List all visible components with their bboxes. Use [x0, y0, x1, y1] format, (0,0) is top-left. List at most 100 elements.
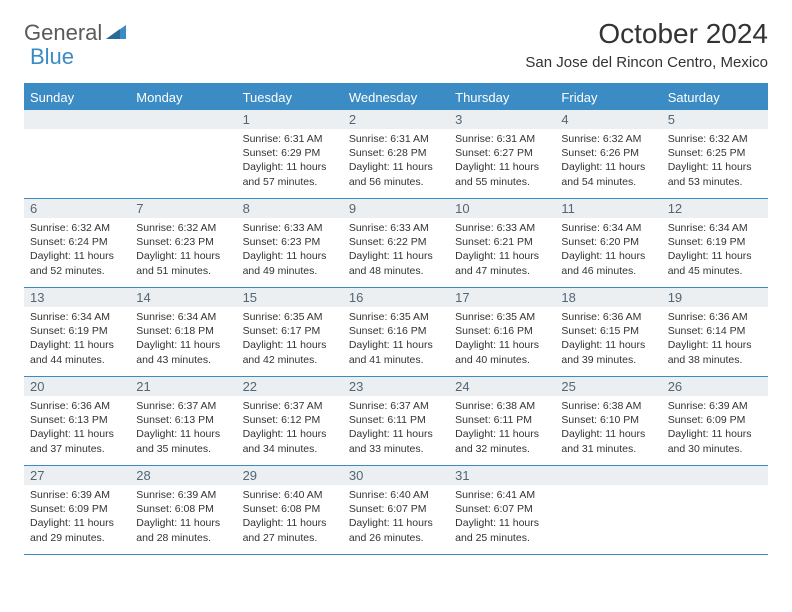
day-cell: 15Sunrise: 6:35 AMSunset: 6:17 PMDayligh… [237, 288, 343, 376]
daylight-text: Daylight: 11 hours and 33 minutes. [349, 427, 443, 455]
daylight-text: Daylight: 11 hours and 25 minutes. [455, 516, 549, 544]
day-info: Sunrise: 6:35 AMSunset: 6:16 PMDaylight:… [449, 307, 555, 370]
sunrise-text: Sunrise: 6:39 AM [30, 488, 124, 502]
day-info: Sunrise: 6:40 AMSunset: 6:07 PMDaylight:… [343, 485, 449, 548]
day-number: 21 [130, 377, 236, 396]
day-cell: 14Sunrise: 6:34 AMSunset: 6:18 PMDayligh… [130, 288, 236, 376]
sunrise-text: Sunrise: 6:33 AM [243, 221, 337, 235]
sunrise-text: Sunrise: 6:39 AM [668, 399, 762, 413]
day-number: 17 [449, 288, 555, 307]
day-cell: 4Sunrise: 6:32 AMSunset: 6:26 PMDaylight… [555, 110, 661, 198]
daylight-text: Daylight: 11 hours and 37 minutes. [30, 427, 124, 455]
day-number: 7 [130, 199, 236, 218]
day-number: 23 [343, 377, 449, 396]
daylight-text: Daylight: 11 hours and 57 minutes. [243, 160, 337, 188]
logo-text-general: General [24, 20, 102, 46]
day-label: Wednesday [343, 85, 449, 110]
sunrise-text: Sunrise: 6:34 AM [136, 310, 230, 324]
day-cell: 29Sunrise: 6:40 AMSunset: 6:08 PMDayligh… [237, 466, 343, 554]
day-label: Monday [130, 85, 236, 110]
sunrise-text: Sunrise: 6:37 AM [243, 399, 337, 413]
sunset-text: Sunset: 6:16 PM [349, 324, 443, 338]
day-cell [24, 110, 130, 198]
day-cell: 17Sunrise: 6:35 AMSunset: 6:16 PMDayligh… [449, 288, 555, 376]
day-cell: 22Sunrise: 6:37 AMSunset: 6:12 PMDayligh… [237, 377, 343, 465]
day-number: 20 [24, 377, 130, 396]
day-number: 31 [449, 466, 555, 485]
day-cell: 27Sunrise: 6:39 AMSunset: 6:09 PMDayligh… [24, 466, 130, 554]
day-info: Sunrise: 6:34 AMSunset: 6:20 PMDaylight:… [555, 218, 661, 281]
daylight-text: Daylight: 11 hours and 34 minutes. [243, 427, 337, 455]
day-info: Sunrise: 6:38 AMSunset: 6:11 PMDaylight:… [449, 396, 555, 459]
day-cell: 12 Sunrise: 6:34 AMSunset: 6:19 PMDayligh… [662, 199, 768, 287]
daylight-text: Daylight: 11 hours and 38 minutes. [668, 338, 762, 366]
day-info: Sunrise: 6:33 AMSunset: 6:21 PMDaylight:… [449, 218, 555, 281]
sunrise-text: Sunrise: 6:35 AM [349, 310, 443, 324]
day-info: Sunrise: 6:35 AMSunset: 6:16 PMDaylight:… [343, 307, 449, 370]
day-info: Sunrise: 6:33 AMSunset: 6:22 PMDaylight:… [343, 218, 449, 281]
day-number: 27 [24, 466, 130, 485]
day-info: Sunrise: 6:36 AMSunset: 6:15 PMDaylight:… [555, 307, 661, 370]
sunset-text: Sunset: 6:13 PM [136, 413, 230, 427]
sunset-text: Sunset: 6:07 PM [349, 502, 443, 516]
sunset-text: Sunset: 6:17 PM [243, 324, 337, 338]
sunset-text: Sunset: 6:27 PM [455, 146, 549, 160]
daylight-text: Daylight: 11 hours and 45 minutes. [668, 249, 762, 277]
sunset-text: Sunset: 6:21 PM [455, 235, 549, 249]
sunrise-text: Sunrise: 6:40 AM [349, 488, 443, 502]
day-number: 6 [24, 199, 130, 218]
sunrise-text: Sunrise: 6:33 AM [455, 221, 549, 235]
day-info: Sunrise: 6:32 AMSunset: 6:23 PMDaylight:… [130, 218, 236, 281]
sunset-text: Sunset: 6:08 PM [243, 502, 337, 516]
daylight-text: Daylight: 11 hours and 40 minutes. [455, 338, 549, 366]
sunset-text: Sunset: 6:09 PM [668, 413, 762, 427]
sunset-text: Sunset: 6:28 PM [349, 146, 443, 160]
day-info: Sunrise: 6:33 AMSunset: 6:23 PMDaylight:… [237, 218, 343, 281]
day-cell: 3Sunrise: 6:31 AMSunset: 6:27 PMDaylight… [449, 110, 555, 198]
month-title: October 2024 [525, 18, 768, 50]
day-info: Sunrise: 6:37 AMSunset: 6:12 PMDaylight:… [237, 396, 343, 459]
daylight-text: Daylight: 11 hours and 31 minutes. [561, 427, 655, 455]
sunrise-text: Sunrise: 6:31 AM [455, 132, 549, 146]
day-number: 24 [449, 377, 555, 396]
day-cell: 28Sunrise: 6:39 AMSunset: 6:08 PMDayligh… [130, 466, 236, 554]
sunrise-text: Sunrise: 6:35 AM [243, 310, 337, 324]
sunrise-text: Sunrise: 6:34 AM [561, 221, 655, 235]
sunset-text: Sunset: 6:13 PM [30, 413, 124, 427]
logo-text-blue: Blue [30, 44, 74, 69]
day-number: 30 [343, 466, 449, 485]
day-info: Sunrise: 6:32 AMSunset: 6:24 PMDaylight:… [24, 218, 130, 281]
sunrise-text: Sunrise: 6:32 AM [30, 221, 124, 235]
day-cell: 20Sunrise: 6:36 AMSunset: 6:13 PMDayligh… [24, 377, 130, 465]
day-cell: 11Sunrise: 6:34 AMSunset: 6:20 PMDayligh… [555, 199, 661, 287]
day-cell: 5Sunrise: 6:32 AMSunset: 6:25 PMDaylight… [662, 110, 768, 198]
sunrise-text: Sunrise: 6:31 AM [349, 132, 443, 146]
daylight-text: Daylight: 11 hours and 29 minutes. [30, 516, 124, 544]
sunrise-text: Sunrise: 6:31 AM [243, 132, 337, 146]
day-info: Sunrise: 6:36 AMSunset: 6:13 PMDaylight:… [24, 396, 130, 459]
day-cell: 23Sunrise: 6:37 AMSunset: 6:11 PMDayligh… [343, 377, 449, 465]
sunrise-text: Sunrise: 6:37 AM [349, 399, 443, 413]
day-info: Sunrise: 6:39 AMSunset: 6:09 PMDaylight:… [662, 396, 768, 459]
sunrise-text: Sunrise: 6:34 AM [30, 310, 124, 324]
day-number: 26 [662, 377, 768, 396]
day-cell: 21Sunrise: 6:37 AMSunset: 6:13 PMDayligh… [130, 377, 236, 465]
day-cell: 18Sunrise: 6:36 AMSunset: 6:15 PMDayligh… [555, 288, 661, 376]
daylight-text: Daylight: 11 hours and 30 minutes. [668, 427, 762, 455]
sunset-text: Sunset: 6:23 PM [243, 235, 337, 249]
day-cell [130, 110, 236, 198]
day-number: 11 [555, 199, 661, 218]
sunset-text: Sunset: 6:19 PM [668, 235, 762, 249]
day-cell: 6Sunrise: 6:32 AMSunset: 6:24 PMDaylight… [24, 199, 130, 287]
sunrise-text: Sunrise: 6:38 AM [561, 399, 655, 413]
day-info: Sunrise: 6:32 AMSunset: 6:25 PMDaylight:… [662, 129, 768, 192]
day-info: Sunrise: 6:34 AMSunset: 6:18 PMDaylight:… [130, 307, 236, 370]
day-number: 12 [662, 199, 768, 218]
daylight-text: Daylight: 11 hours and 55 minutes. [455, 160, 549, 188]
daylight-text: Daylight: 11 hours and 51 minutes. [136, 249, 230, 277]
sunrise-text: Sunrise: 6:34 AM [668, 221, 762, 235]
sunrise-text: Sunrise: 6:38 AM [455, 399, 549, 413]
day-cell: 1Sunrise: 6:31 AMSunset: 6:29 PMDaylight… [237, 110, 343, 198]
day-cell [662, 466, 768, 554]
day-number [662, 466, 768, 485]
